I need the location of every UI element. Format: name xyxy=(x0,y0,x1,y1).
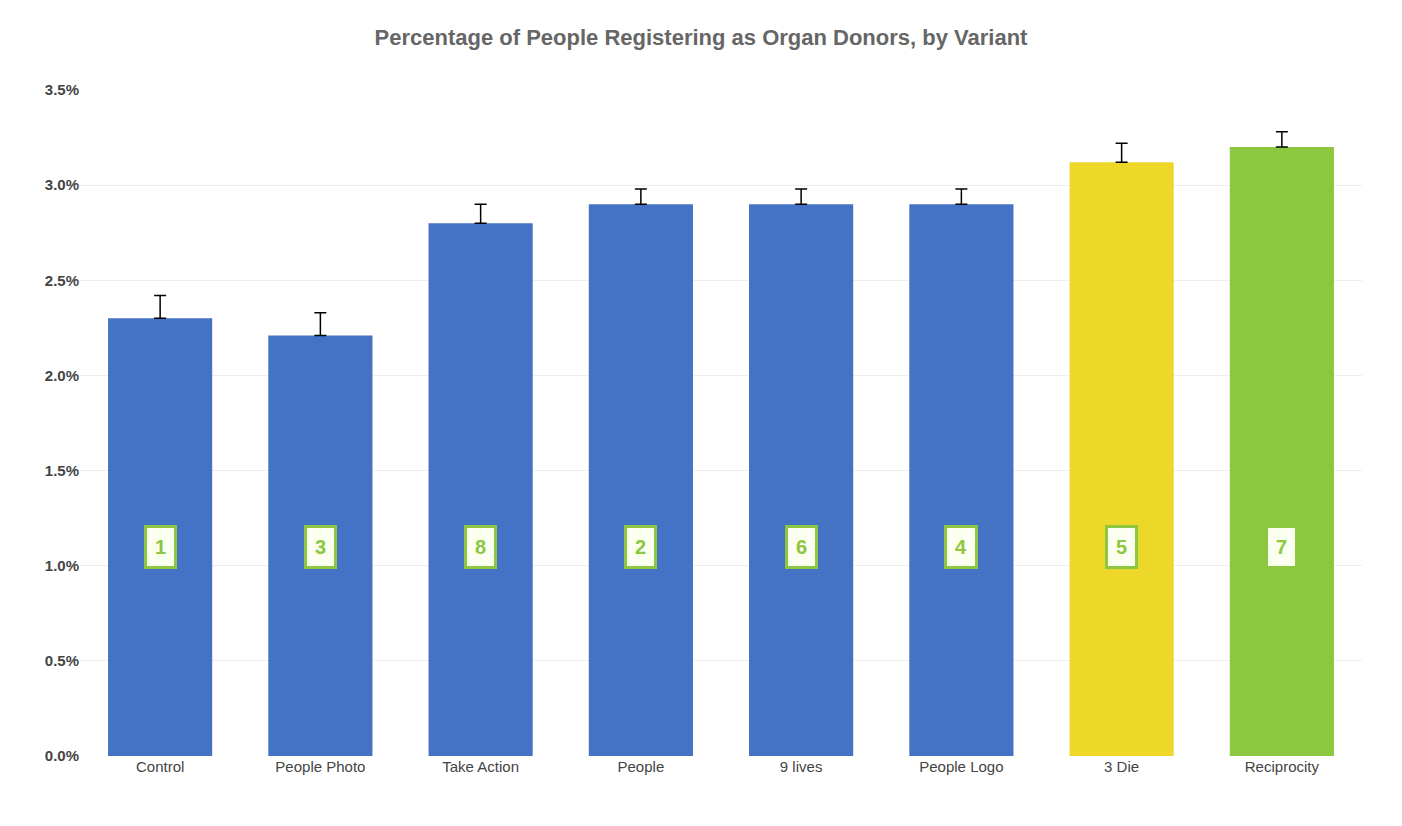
svg-text:3 Die: 3 Die xyxy=(1104,758,1139,775)
svg-text:2: 2 xyxy=(635,536,646,558)
svg-text:2.0%: 2.0% xyxy=(45,367,79,384)
svg-text:3.0%: 3.0% xyxy=(45,176,79,193)
svg-text:9 lives: 9 lives xyxy=(780,758,823,775)
svg-text:1: 1 xyxy=(155,536,166,558)
svg-text:Percentage of People Registeri: Percentage of People Registering as Orga… xyxy=(375,25,1029,50)
svg-text:0.0%: 0.0% xyxy=(45,747,79,764)
svg-text:1.0%: 1.0% xyxy=(45,557,79,574)
svg-text:6: 6 xyxy=(796,536,807,558)
svg-text:5: 5 xyxy=(1116,536,1127,558)
svg-text:Control: Control xyxy=(136,758,184,775)
svg-text:8: 8 xyxy=(475,536,486,558)
svg-text:People Photo: People Photo xyxy=(275,758,365,775)
svg-text:3.5%: 3.5% xyxy=(45,81,79,98)
svg-text:Reciprocity: Reciprocity xyxy=(1245,758,1320,775)
svg-text:4: 4 xyxy=(955,536,967,558)
svg-text:1.5%: 1.5% xyxy=(45,462,79,479)
svg-text:People Logo: People Logo xyxy=(919,758,1003,775)
svg-text:People: People xyxy=(618,758,665,775)
svg-text:7: 7 xyxy=(1276,536,1287,558)
svg-text:0.5%: 0.5% xyxy=(45,652,79,669)
svg-text:Take Action: Take Action xyxy=(442,758,519,775)
svg-text:3: 3 xyxy=(315,536,326,558)
svg-text:2.5%: 2.5% xyxy=(45,272,79,289)
